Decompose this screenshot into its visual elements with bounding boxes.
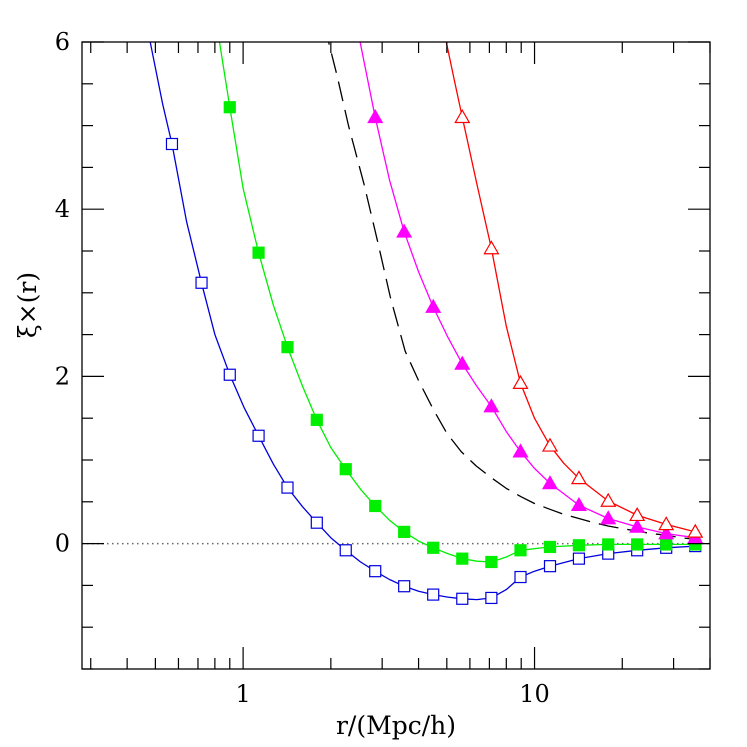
series-3-point bbox=[483, 398, 500, 413]
series-4-point bbox=[687, 523, 704, 538]
x-axis-label: r/(Mpc/h) bbox=[336, 711, 456, 740]
y-axis-label: ξ×(r) bbox=[13, 272, 42, 338]
series-1-line bbox=[218, 42, 696, 563]
series-0-point bbox=[427, 588, 440, 601]
series-0-line bbox=[149, 42, 696, 601]
series-3-point bbox=[367, 109, 384, 124]
series-1-point bbox=[281, 341, 294, 354]
series-1-point bbox=[456, 552, 469, 565]
series-0-point bbox=[165, 137, 179, 151]
axis-ticks bbox=[82, 41, 711, 670]
y-tick-label: 6 bbox=[55, 28, 70, 56]
series-3-point bbox=[512, 443, 529, 458]
series-1-point bbox=[369, 499, 382, 513]
series-0-point bbox=[572, 552, 586, 565]
series-3-point bbox=[600, 510, 617, 525]
series-4-point bbox=[541, 437, 559, 452]
series-4-point bbox=[483, 240, 500, 255]
series-0-point bbox=[339, 544, 352, 557]
series-3-line bbox=[359, 42, 696, 539]
series-0-point bbox=[543, 560, 557, 573]
x-tick-label: 1 bbox=[235, 680, 250, 708]
series-1-point bbox=[339, 463, 352, 476]
series-1-point bbox=[572, 539, 586, 552]
series-4-line bbox=[445, 42, 696, 533]
series-3-point bbox=[629, 518, 646, 533]
series-0-point bbox=[223, 368, 236, 381]
series-1-point bbox=[427, 541, 440, 554]
series-0-point bbox=[369, 565, 382, 578]
series-1-point bbox=[660, 538, 673, 551]
series-0-point bbox=[456, 592, 469, 605]
series-0-point bbox=[485, 591, 498, 605]
series-1-point bbox=[252, 246, 265, 259]
series-3-point bbox=[396, 223, 413, 238]
y-tick-label: 2 bbox=[55, 362, 70, 390]
series-1-point bbox=[398, 525, 411, 538]
series-0-point bbox=[252, 429, 265, 442]
series-0-point bbox=[514, 570, 527, 584]
y-tick-label: 0 bbox=[55, 530, 70, 558]
series-4-point bbox=[658, 516, 675, 531]
series-4-point bbox=[512, 374, 529, 389]
marker-group bbox=[165, 101, 704, 605]
series-2-line bbox=[327, 42, 696, 541]
series-4-point bbox=[600, 492, 617, 507]
plot-frame bbox=[81, 41, 711, 670]
series-0-point bbox=[310, 516, 323, 529]
series-4-point bbox=[629, 506, 646, 522]
series-1-point bbox=[223, 101, 236, 114]
series-1-point bbox=[602, 538, 615, 551]
series-1-point bbox=[631, 538, 644, 551]
y-tick-label: 4 bbox=[55, 195, 70, 223]
series-3-point bbox=[425, 298, 442, 313]
series-3-point bbox=[570, 496, 587, 511]
series-1-point bbox=[485, 555, 498, 569]
series-0-point bbox=[195, 276, 208, 289]
series-4-point bbox=[570, 470, 587, 485]
tick-labels: 1 10 0 2 4 6 bbox=[55, 28, 550, 708]
series-1-point bbox=[543, 540, 557, 554]
series-0-point bbox=[398, 580, 411, 593]
series-4-point bbox=[454, 109, 471, 124]
series-3-point bbox=[454, 355, 471, 370]
x-tick-label: 10 bbox=[519, 680, 550, 708]
series-3-point bbox=[658, 525, 675, 540]
series-3-point bbox=[541, 475, 559, 490]
series-1-point bbox=[310, 413, 323, 426]
series-1-point bbox=[514, 544, 527, 557]
series-0-point bbox=[281, 481, 294, 494]
